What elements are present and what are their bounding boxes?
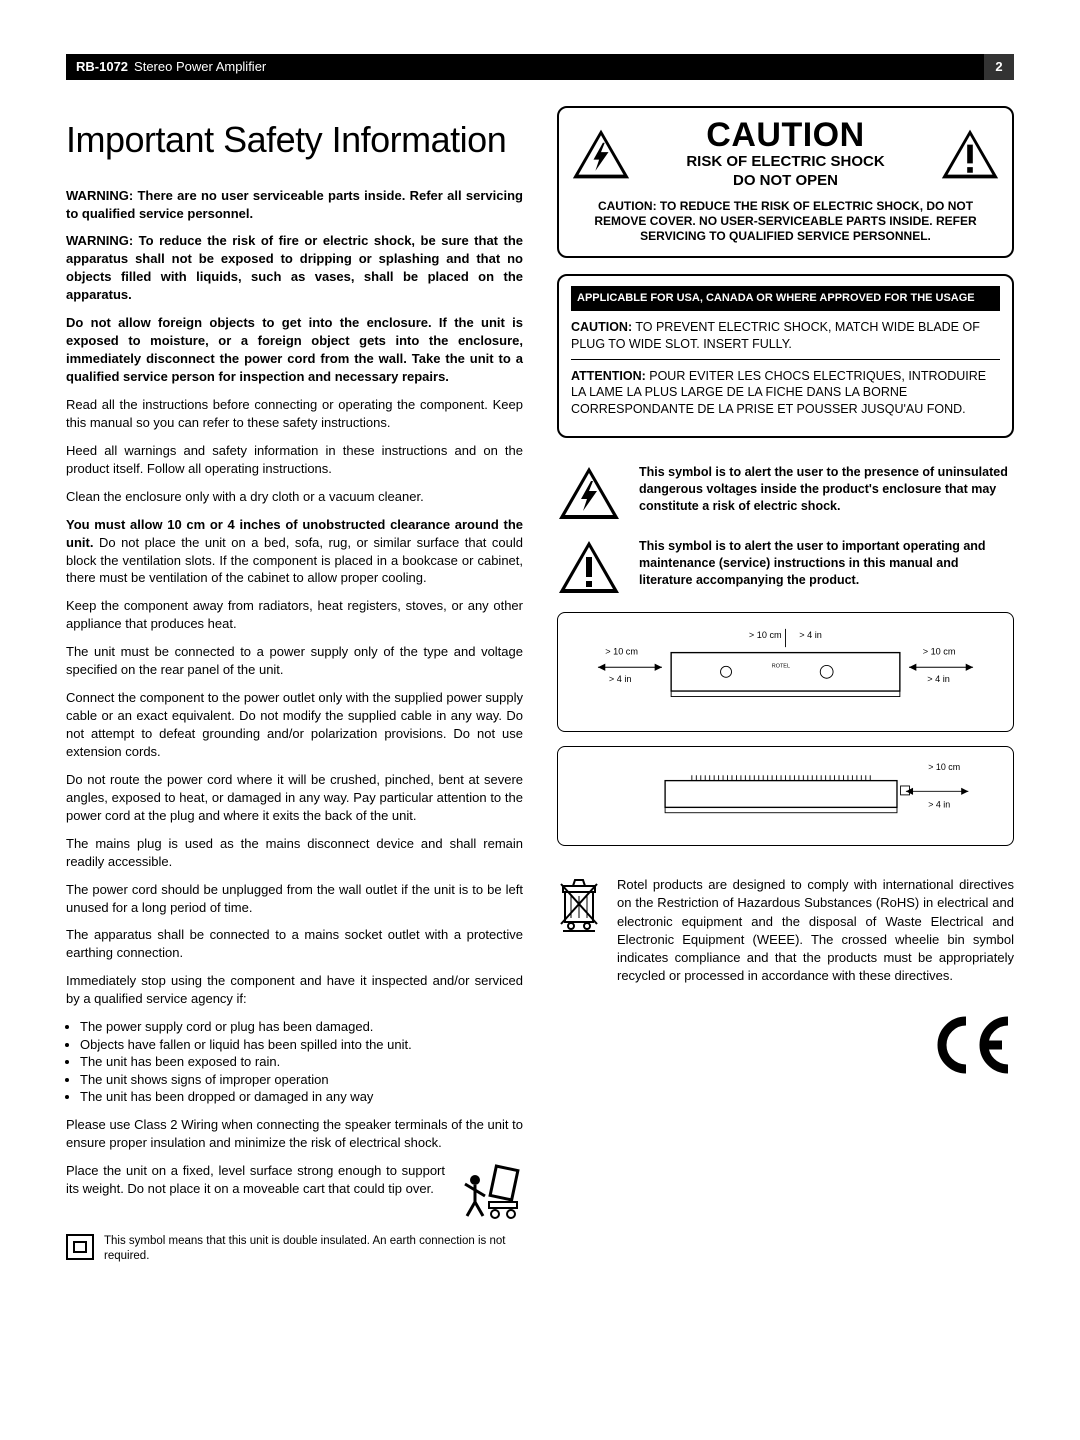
para-power-type: The unit must be connected to a power su… [66,643,523,679]
caution-box: CAUTION RISK OF ELECTRIC SHOCK DO NOT OP… [557,106,1014,258]
para-service-if: Immediately stop using the component and… [66,972,523,1008]
double-insulated-icon [66,1234,94,1260]
symbol-row-exclamation: This symbol is to alert the user to impo… [557,538,1014,596]
svg-text:> 4 in: > 4 in [609,674,632,684]
rohs-row: Rotel products are designed to comply wi… [557,876,1014,985]
para-clean: Clean the enclosure only with a dry clot… [66,488,523,506]
para-power-cable: Connect the component to the power outle… [66,689,523,761]
exclamation-triangle-icon [940,127,1000,181]
para-clearance-body: Do not place the unit on a bed, sofa, ru… [66,535,523,586]
usa-caution-body: TO PREVENT ELECTRIC SHOCK, MATCH WIDE BL… [571,320,980,351]
svg-text:> 4 in: > 4 in [927,674,950,684]
double-insulated-text: This symbol means that this unit is doub… [104,1234,523,1264]
exclamation-triangle-icon [557,538,621,596]
page-number: 2 [984,54,1014,80]
cart-warning-row: Place the unit on a fixed, level surface… [66,1162,523,1226]
warning-3: Do not allow foreign objects to get into… [66,314,523,386]
symbol-row-lightning: This symbol is to alert the user to the … [557,464,1014,522]
svg-text:> 10 cm: > 10 cm [923,647,956,657]
para-cord-routing: Do not route the power cord where it wil… [66,771,523,825]
warning-1: WARNING: There are no user serviceable p… [66,187,523,223]
cart-tip-icon [459,1162,523,1226]
usa-attention-label: ATTENTION: [571,369,646,383]
usa-caution-label: CAUTION: [571,320,632,334]
model-number: RB-1072 [76,58,128,76]
service-list: The power supply cord or plug has been d… [80,1018,523,1106]
usa-box: APPLICABLE FOR USA, CANADA OR WHERE APPR… [557,274,1014,438]
svg-text:> 4 in: > 4 in [799,630,822,640]
para-cart: Place the unit on a fixed, level surface… [66,1162,445,1216]
caution-word: CAUTION [643,118,928,152]
para-mains-plug: The mains plug is used as the mains disc… [66,835,523,871]
svg-text:> 4 in: > 4 in [928,800,950,810]
symbol-exclamation-text: This symbol is to alert the user to impo… [639,538,1014,589]
svg-text:> 10 cm: > 10 cm [749,630,782,640]
rohs-text: Rotel products are designed to comply wi… [617,876,1014,985]
list-item: The power supply cord or plug has been d… [80,1018,523,1036]
page-title: Important Safety Information [66,116,523,165]
list-item: The unit has been dropped or damaged in … [80,1088,523,1106]
para-clearance: You must allow 10 cm or 4 inches of unob… [66,516,523,588]
lightning-triangle-icon [557,464,621,522]
right-column: CAUTION RISK OF ELECTRIC SHOCK DO NOT OP… [557,106,1014,1264]
caution-header: CAUTION RISK OF ELECTRIC SHOCK DO NOT OP… [571,118,1000,189]
para-earthing: The apparatus shall be connected to a ma… [66,926,523,962]
warning-2: WARNING: To reduce the risk of fire or e… [66,232,523,304]
clearance-rear-icon: > 10 cm > 4 in [572,761,999,827]
product-name: Stereo Power Amplifier [134,58,266,76]
caution-body: CAUTION: TO REDUCE THE RISK OF ELECTRIC … [571,199,1000,244]
caution-title: CAUTION RISK OF ELECTRIC SHOCK DO NOT OP… [643,118,928,189]
usa-bar: APPLICABLE FOR USA, CANADA OR WHERE APPR… [571,286,1000,311]
symbol-lightning-text: This symbol is to alert the user to the … [639,464,1014,515]
para-heat: Keep the component away from radiators, … [66,597,523,633]
para-class2: Please use Class 2 Wiring when connectin… [66,1116,523,1152]
list-item: The unit has been exposed to rain. [80,1053,523,1071]
weee-bin-icon [557,876,601,932]
list-item: The unit shows signs of improper operati… [80,1071,523,1089]
clearance-diagram-rear: > 10 cm > 4 in [557,746,1014,846]
double-insulated-row: This symbol means that this unit is doub… [66,1234,523,1264]
lightning-triangle-icon [571,127,631,181]
left-column: Important Safety Information WARNING: Th… [66,106,523,1264]
divider [571,359,1000,360]
svg-text:> 10 cm: > 10 cm [605,647,638,657]
svg-text:> 10 cm: > 10 cm [928,762,960,772]
caution-risk: RISK OF ELECTRIC SHOCK [643,154,928,171]
page-header: RB-1072 Stereo Power Amplifier 2 [66,54,1014,80]
usa-caution: CAUTION: TO PREVENT ELECTRIC SHOCK, MATC… [571,319,1000,353]
para-heed-warnings: Heed all warnings and safety information… [66,442,523,478]
ce-mark [557,1015,1014,1094]
clearance-diagram-front: > 10 cm > 4 in ROTEL > 10 cm > 4 in > 10… [557,612,1014,732]
caution-donotopen: DO NOT OPEN [643,173,928,190]
svg-text:ROTEL: ROTEL [772,663,790,669]
para-unplug: The power cord should be unplugged from … [66,881,523,917]
clearance-front-icon: > 10 cm > 4 in ROTEL > 10 cm > 4 in > 10… [572,627,999,713]
ce-mark-icon [930,1015,1014,1075]
usa-attention: ATTENTION: POUR EVITER LES CHOCS ELECTRI… [571,368,1000,419]
para-read-instructions: Read all the instructions before connect… [66,396,523,432]
list-item: Objects have fallen or liquid has been s… [80,1036,523,1054]
